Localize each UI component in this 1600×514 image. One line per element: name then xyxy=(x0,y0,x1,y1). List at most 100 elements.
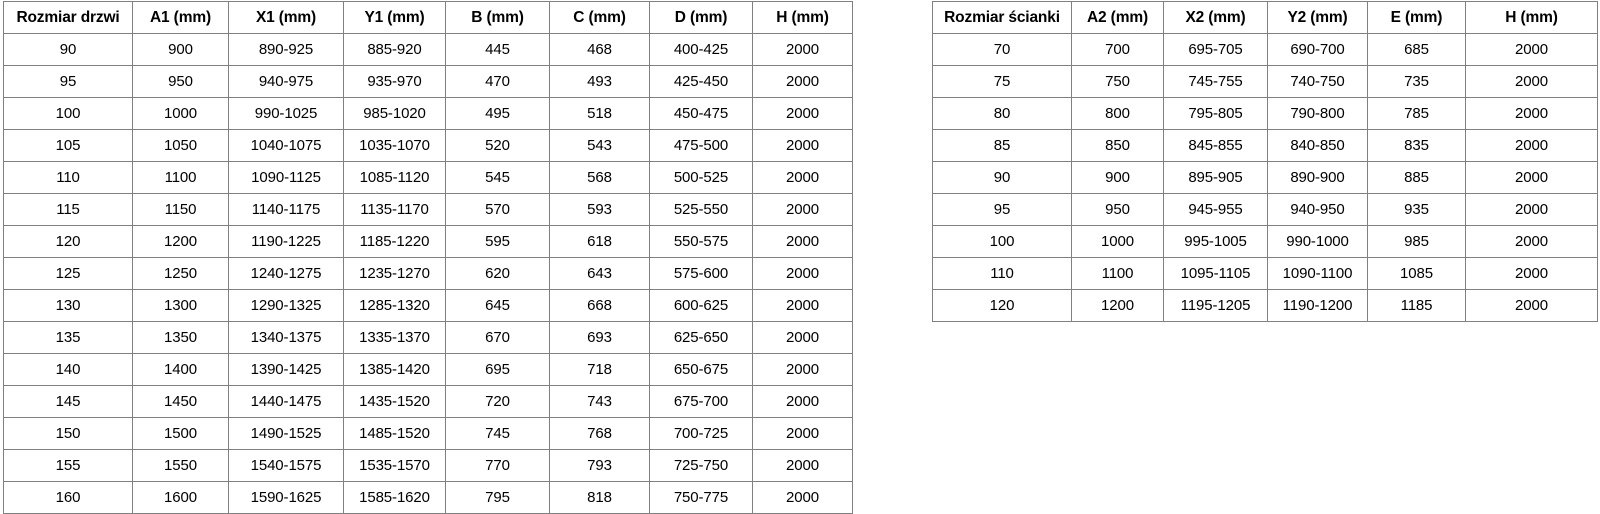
wall-panel-size-table-container: Rozmiar ścianki A2 (mm) X2 (mm) Y2 (mm) E (m… xyxy=(932,1,1598,322)
table-cell: 1335-1370 xyxy=(343,321,446,354)
table-cell: 100 xyxy=(932,225,1072,258)
wall-table-header: Rozmiar ścianki A2 (mm) X2 (mm) Y2 (mm) E (m… xyxy=(932,1,1598,34)
table-cell: 135 xyxy=(3,321,133,354)
table-cell: 160 xyxy=(3,481,133,514)
table-cell: 520 xyxy=(445,129,550,162)
table-cell: 2000 xyxy=(752,225,853,258)
table-cell: 1200 xyxy=(1071,289,1164,322)
table-row: 130 1300 1290-1325 1285-1320 645 668 600-625 20… xyxy=(3,289,853,322)
table-cell: 675-700 xyxy=(649,385,753,418)
table-cell: 543 xyxy=(549,129,650,162)
table-cell: 935 xyxy=(1367,193,1466,226)
table-cell: 1440-1475 xyxy=(228,385,344,418)
table-cell: 718 xyxy=(549,353,650,386)
table-cell: 2000 xyxy=(752,33,853,66)
table-row: 105 1050 1040-1075 1035-1070 520 543 475-500 20… xyxy=(3,129,853,162)
table-cell: 985-1020 xyxy=(343,97,446,130)
table-cell: 1585-1620 xyxy=(343,481,446,514)
table-cell: 750 xyxy=(1071,65,1164,98)
table-cell: 575-600 xyxy=(649,257,753,290)
table-cell: 75 xyxy=(932,65,1072,98)
column-header-w3: Y2 (mm) xyxy=(1267,1,1368,34)
table-cell: 685 xyxy=(1367,33,1466,66)
column-header-d5: C (mm) xyxy=(549,1,650,34)
table-cell: 1200 xyxy=(132,225,229,258)
table-cell: 1100 xyxy=(1071,257,1164,290)
table-row: 150 1500 1490-1525 1485-1520 745 768 700-725 20… xyxy=(3,417,853,450)
table-cell: 2000 xyxy=(752,449,853,482)
table-cell: 745-755 xyxy=(1163,65,1268,98)
column-header-w5: H (mm) xyxy=(1465,1,1598,34)
table-cell: 1435-1520 xyxy=(343,385,446,418)
table-cell: 1290-1325 xyxy=(228,289,344,322)
table-cell: 95 xyxy=(3,65,133,98)
table-cell: 1090-1125 xyxy=(228,161,344,194)
table-cell: 950 xyxy=(1071,193,1164,226)
table-cell: 643 xyxy=(549,257,650,290)
table-cell: 1550 xyxy=(132,449,229,482)
table-cell: 885-920 xyxy=(343,33,446,66)
column-header-d0: Rozmiar drzwi xyxy=(3,1,133,34)
table-cell: 690-700 xyxy=(1267,33,1368,66)
table-cell: 1000 xyxy=(132,97,229,130)
wall-panel-size-specification-table: Rozmiar ścianki A2 (mm) X2 (mm) Y2 (mm) E (m… xyxy=(932,1,1598,322)
table-cell: 1100 xyxy=(132,161,229,194)
table-cell: 1350 xyxy=(132,321,229,354)
table-cell: 645 xyxy=(445,289,550,322)
table-cell: 100 xyxy=(3,97,133,130)
table-cell: 1185-1220 xyxy=(343,225,446,258)
table-cell: 85 xyxy=(932,129,1072,162)
table-row: 100 1000 990-1025 985-1020 495 518 450-475 2000 xyxy=(3,97,853,130)
table-row: 90 900 895-905 890-900 885 2000 xyxy=(932,161,1598,194)
table-cell: 155 xyxy=(3,449,133,482)
table-cell: 115 xyxy=(3,193,133,226)
table-cell: 595 xyxy=(445,225,550,258)
table-cell: 120 xyxy=(3,225,133,258)
table-cell: 735 xyxy=(1367,65,1466,98)
table-cell: 2000 xyxy=(752,289,853,322)
table-header-row: Rozmiar ścianki A2 (mm) X2 (mm) Y2 (mm) E (m… xyxy=(932,1,1598,34)
table-cell: 600-625 xyxy=(649,289,753,322)
table-cell: 745 xyxy=(445,417,550,450)
table-cell: 935-970 xyxy=(343,65,446,98)
table-cell: 110 xyxy=(932,257,1072,290)
table-cell: 885 xyxy=(1367,161,1466,194)
table-cell: 2000 xyxy=(752,257,853,290)
table-cell: 2000 xyxy=(752,385,853,418)
table-cell: 550-575 xyxy=(649,225,753,258)
table-cell: 1185 xyxy=(1367,289,1466,322)
table-cell: 2000 xyxy=(752,97,853,130)
table-cell: 140 xyxy=(3,353,133,386)
table-cell: 818 xyxy=(549,481,650,514)
table-cell: 795 xyxy=(445,481,550,514)
table-cell: 400-425 xyxy=(649,33,753,66)
table-cell: 985 xyxy=(1367,225,1466,258)
table-cell: 120 xyxy=(932,289,1072,322)
table-cell: 950 xyxy=(132,65,229,98)
table-cell: 940-975 xyxy=(228,65,344,98)
door-table-header: Rozmiar drzwi A1 (mm) X1 (mm) Y1 (mm) B (mm)… xyxy=(3,1,853,34)
table-row: 90 900 890-925 885-920 445 468 400-425 2000 xyxy=(3,33,853,66)
table-cell: 700 xyxy=(1071,33,1164,66)
table-row: 110 1100 1090-1125 1085-1120 545 568 500-525 20… xyxy=(3,161,853,194)
door-table-body: 90 900 890-925 885-920 445 468 400-425 2000 95 95… xyxy=(3,33,853,514)
table-cell: 743 xyxy=(549,385,650,418)
table-cell: 1490-1525 xyxy=(228,417,344,450)
table-cell: 1540-1575 xyxy=(228,449,344,482)
table-cell: 150 xyxy=(3,417,133,450)
table-cell: 470 xyxy=(445,65,550,98)
table-cell: 695-705 xyxy=(1163,33,1268,66)
table-cell: 1090-1100 xyxy=(1267,257,1368,290)
table-cell: 1150 xyxy=(132,193,229,226)
table-cell: 493 xyxy=(549,65,650,98)
table-cell: 1235-1270 xyxy=(343,257,446,290)
table-cell: 2000 xyxy=(1465,225,1598,258)
column-header-d4: B (mm) xyxy=(445,1,550,34)
column-header-d1: A1 (mm) xyxy=(132,1,229,34)
table-cell: 990-1000 xyxy=(1267,225,1368,258)
table-cell: 105 xyxy=(3,129,133,162)
table-cell: 740-750 xyxy=(1267,65,1368,98)
table-cell: 2000 xyxy=(1465,289,1598,322)
table-cell: 2000 xyxy=(1465,193,1598,226)
